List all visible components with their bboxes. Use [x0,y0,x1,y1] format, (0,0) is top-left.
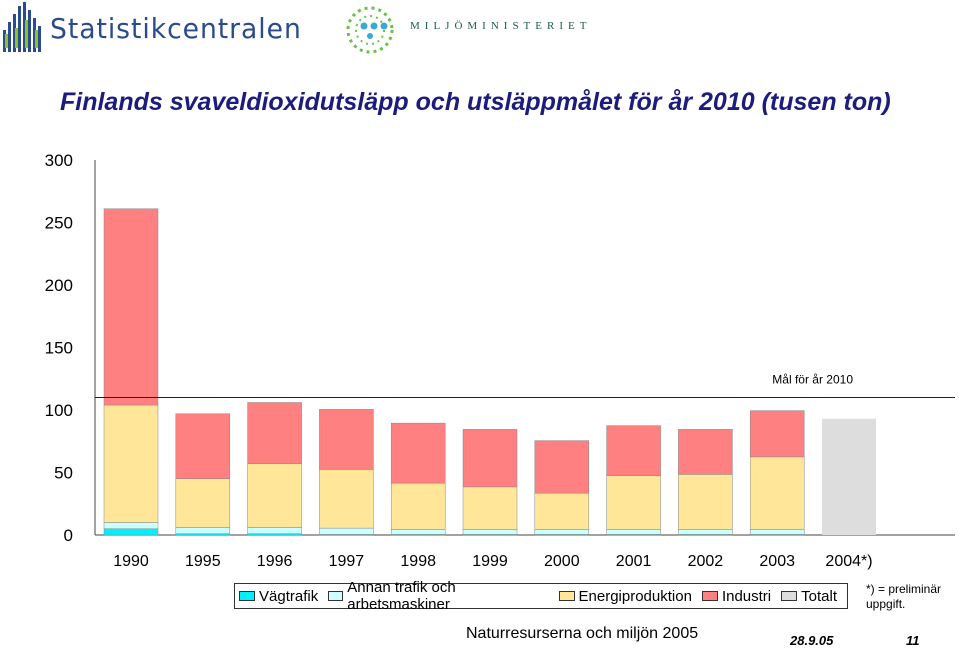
bar-segment [390,422,446,484]
bar-segment [103,528,159,536]
legend-swatch [328,591,344,601]
x-tick-label: 1996 [257,553,293,570]
legend-item: Industri [701,587,772,605]
footer-source: Naturresurserna och miljön 2005 [466,625,699,642]
miljoministeriet-logo [346,6,394,54]
statistikcentralen-logo [3,2,41,52]
bar-segment [606,529,661,535]
bar-segment [175,478,231,528]
bar-segment [534,529,590,535]
bar-segment [462,486,518,530]
chart-legend: Vägtrafik Annan trafik och arbetsmaskiner… [234,579,848,613]
legend-label: Vägtrafik [259,587,319,605]
bar-segment [678,474,733,530]
preliminary-note: *) = preliminär uppgift. [866,582,942,611]
x-tick-label: 1999 [472,553,508,570]
bar-segment [319,469,374,529]
legend-swatch [781,591,798,601]
target-label: Mål för år 2010 [772,373,853,387]
x-tick-label: 2003 [759,553,795,570]
statistikcentralen-logo-text: Statistikcentralen [50,12,302,45]
legend-item: Energiproduktion [558,587,692,605]
x-tick-label: 2001 [616,553,652,570]
legend-label: Energiproduktion [578,587,692,605]
bar-segment [678,529,733,535]
y-tick-label: 300 [45,151,73,170]
bar-segment [606,425,661,476]
bar-segment [247,402,302,464]
legend-swatch [558,591,575,601]
x-tick-label: 2004*) [825,553,872,570]
y-tick-label: 200 [45,276,73,295]
legend-swatch [701,591,718,601]
bar-segment [534,492,590,530]
bar-segment [749,456,805,530]
footer-date: 28.9.05 [790,633,834,648]
x-tick-label: 2000 [544,553,580,570]
bar-segment [390,529,446,535]
page-number: 11 [906,633,920,648]
bar-segment [319,409,374,470]
bar-segment [606,475,661,530]
y-tick-label: 50 [54,464,73,483]
bar-segment [175,413,231,479]
bar-segment [103,404,159,523]
y-tick-label: 150 [45,339,73,358]
x-tick-label: 2002 [688,553,724,570]
y-tick-label: 100 [45,401,73,420]
bar-segment [534,440,590,494]
miljoministeriet-logo-text: MILJÖMINISTERIET [410,20,592,32]
y-tick-label: 250 [45,214,73,233]
y-tick-label: 0 [64,526,73,545]
legend-label: Annan trafik och arbetsmaskiner [347,579,456,613]
legend-item: Totalt [781,588,837,605]
bar-segment [103,522,159,529]
legend-item: Vägtrafik [239,588,318,605]
bar-chart: 0 50 100 150 200 250 300 Mål för år 2010 1990 1… [45,151,955,570]
x-tick-label: 1990 [113,553,149,570]
x-tick-label: 1995 [185,553,221,570]
bar-segment [390,482,446,530]
legend-swatch [239,591,255,601]
x-tick-label: 1998 [400,553,436,570]
bar-segment [247,463,302,528]
bar-segment [749,410,805,458]
bar-segment [678,429,733,475]
bar-segment [319,527,374,535]
legend-item: Annan trafik och arbetsmaskiner [328,579,548,613]
bar-segment [749,529,805,535]
bar-segment [247,527,302,534]
chart-title: Finlands svaveldioxidutsläpp och utsläpp… [60,88,891,116]
legend-label: Totalt [801,587,837,605]
bar-segment [822,418,876,535]
bar-segment [462,429,518,488]
bar-segment [462,529,518,535]
bar-segment [175,527,231,534]
bar-segment [103,208,159,406]
x-tick-label: 1997 [329,553,365,570]
legend-label: Industri [721,587,772,605]
